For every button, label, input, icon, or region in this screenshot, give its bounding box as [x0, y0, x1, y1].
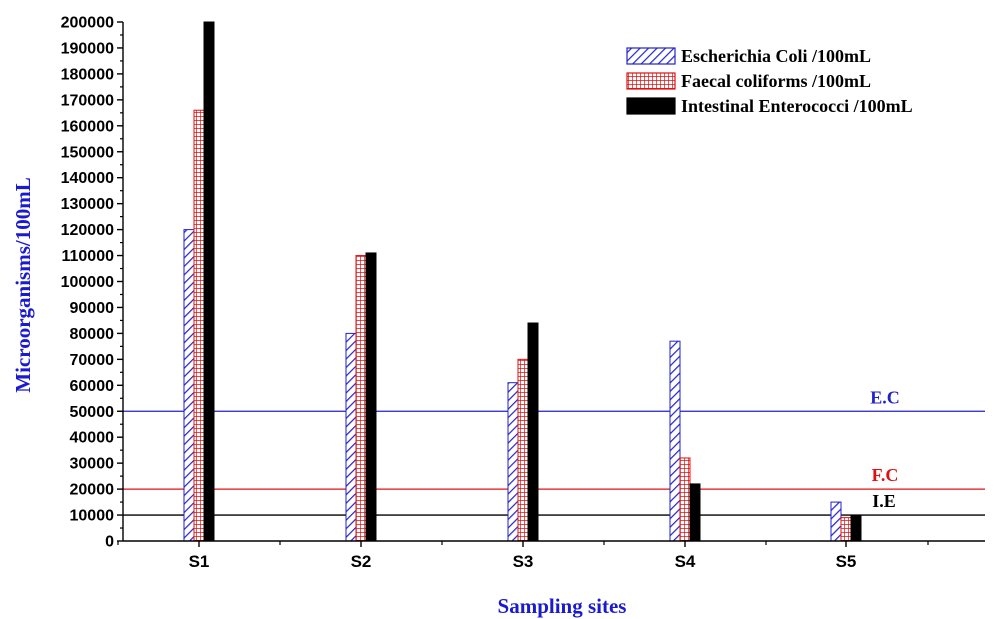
- legend-label-1: Escherichia Coli /100mL: [681, 46, 871, 66]
- y-tick-label: 190000: [61, 40, 114, 57]
- y-tick-label: 50000: [70, 404, 115, 421]
- y-tick-label: 0: [105, 534, 114, 551]
- y-tick-label: 100000: [61, 274, 114, 291]
- reference-line-label: E.C: [870, 387, 900, 407]
- bar-s5-series-3: [850, 514, 862, 542]
- y-tick-label: 20000: [70, 482, 115, 499]
- legend-swatch-1: [626, 47, 676, 65]
- legend-swatch-3: [626, 97, 676, 115]
- bar-s4-series-2: [679, 457, 691, 542]
- y-tick-label: 120000: [61, 222, 114, 239]
- legend-label-2: Faecal coliforms /100mL: [681, 71, 871, 91]
- bar-s3-series-1: [507, 382, 519, 542]
- bar-s4-series-3: [689, 483, 701, 542]
- y-tick-label: 200000: [61, 15, 114, 32]
- bar-s2-series-2: [355, 255, 367, 542]
- y-tick-label: 40000: [70, 430, 115, 447]
- y-tick-label: 110000: [61, 248, 114, 265]
- bar-s3-series-2: [517, 358, 529, 542]
- y-tick-label: 80000: [70, 326, 115, 343]
- y-axis-title: Microorganisms/100mL: [11, 177, 35, 392]
- bar-s5-series-1: [830, 501, 842, 542]
- y-tick-label: 180000: [61, 66, 114, 83]
- legend-label-3: Intestinal Enterococci /100mL: [681, 96, 913, 116]
- y-tick-label: 30000: [70, 456, 115, 473]
- x-tick-label-s2: S2: [351, 552, 372, 571]
- y-tick-label: 90000: [70, 300, 115, 317]
- legend-swatch-2: [626, 72, 676, 90]
- bar-s1-series-1: [183, 229, 195, 542]
- x-axis-title: Sampling sites: [498, 594, 627, 618]
- y-tick-label: 150000: [61, 144, 114, 161]
- y-tick-label: 70000: [70, 352, 115, 369]
- reference-lines: E.C F.C I.E: [123, 387, 985, 516]
- bar-s5-series-2: [840, 517, 852, 542]
- bar-s3-series-3: [527, 322, 539, 542]
- x-tick-label-s5: S5: [836, 552, 857, 571]
- bar-s4-series-1: [669, 340, 681, 542]
- axes: 0 10000 20000 30000 40000 50000 60000 70000 8000…: [61, 15, 985, 571]
- y-tick-label: 160000: [61, 118, 114, 135]
- legend: Escherichia Coli /100mL Faecal coliforms …: [626, 46, 913, 116]
- bar-s2-series-1: [345, 332, 357, 542]
- y-tick-label: 10000: [70, 508, 115, 525]
- reference-line-label: F.C: [872, 465, 899, 485]
- y-tick-label: 170000: [61, 92, 114, 109]
- bar-s1-series-2: [193, 109, 205, 542]
- y-tick-label: 130000: [61, 196, 114, 213]
- x-tick-label-s3: S3: [513, 552, 534, 571]
- y-tick-label: 140000: [61, 170, 114, 187]
- bar-s1-series-3: [203, 21, 215, 542]
- y-tick-label: 60000: [70, 378, 115, 395]
- bar-s2-series-3: [365, 252, 377, 542]
- x-tick-label-s1: S1: [189, 552, 210, 571]
- reference-line-label: I.E: [872, 491, 896, 511]
- x-tick-label-s4: S4: [675, 552, 696, 571]
